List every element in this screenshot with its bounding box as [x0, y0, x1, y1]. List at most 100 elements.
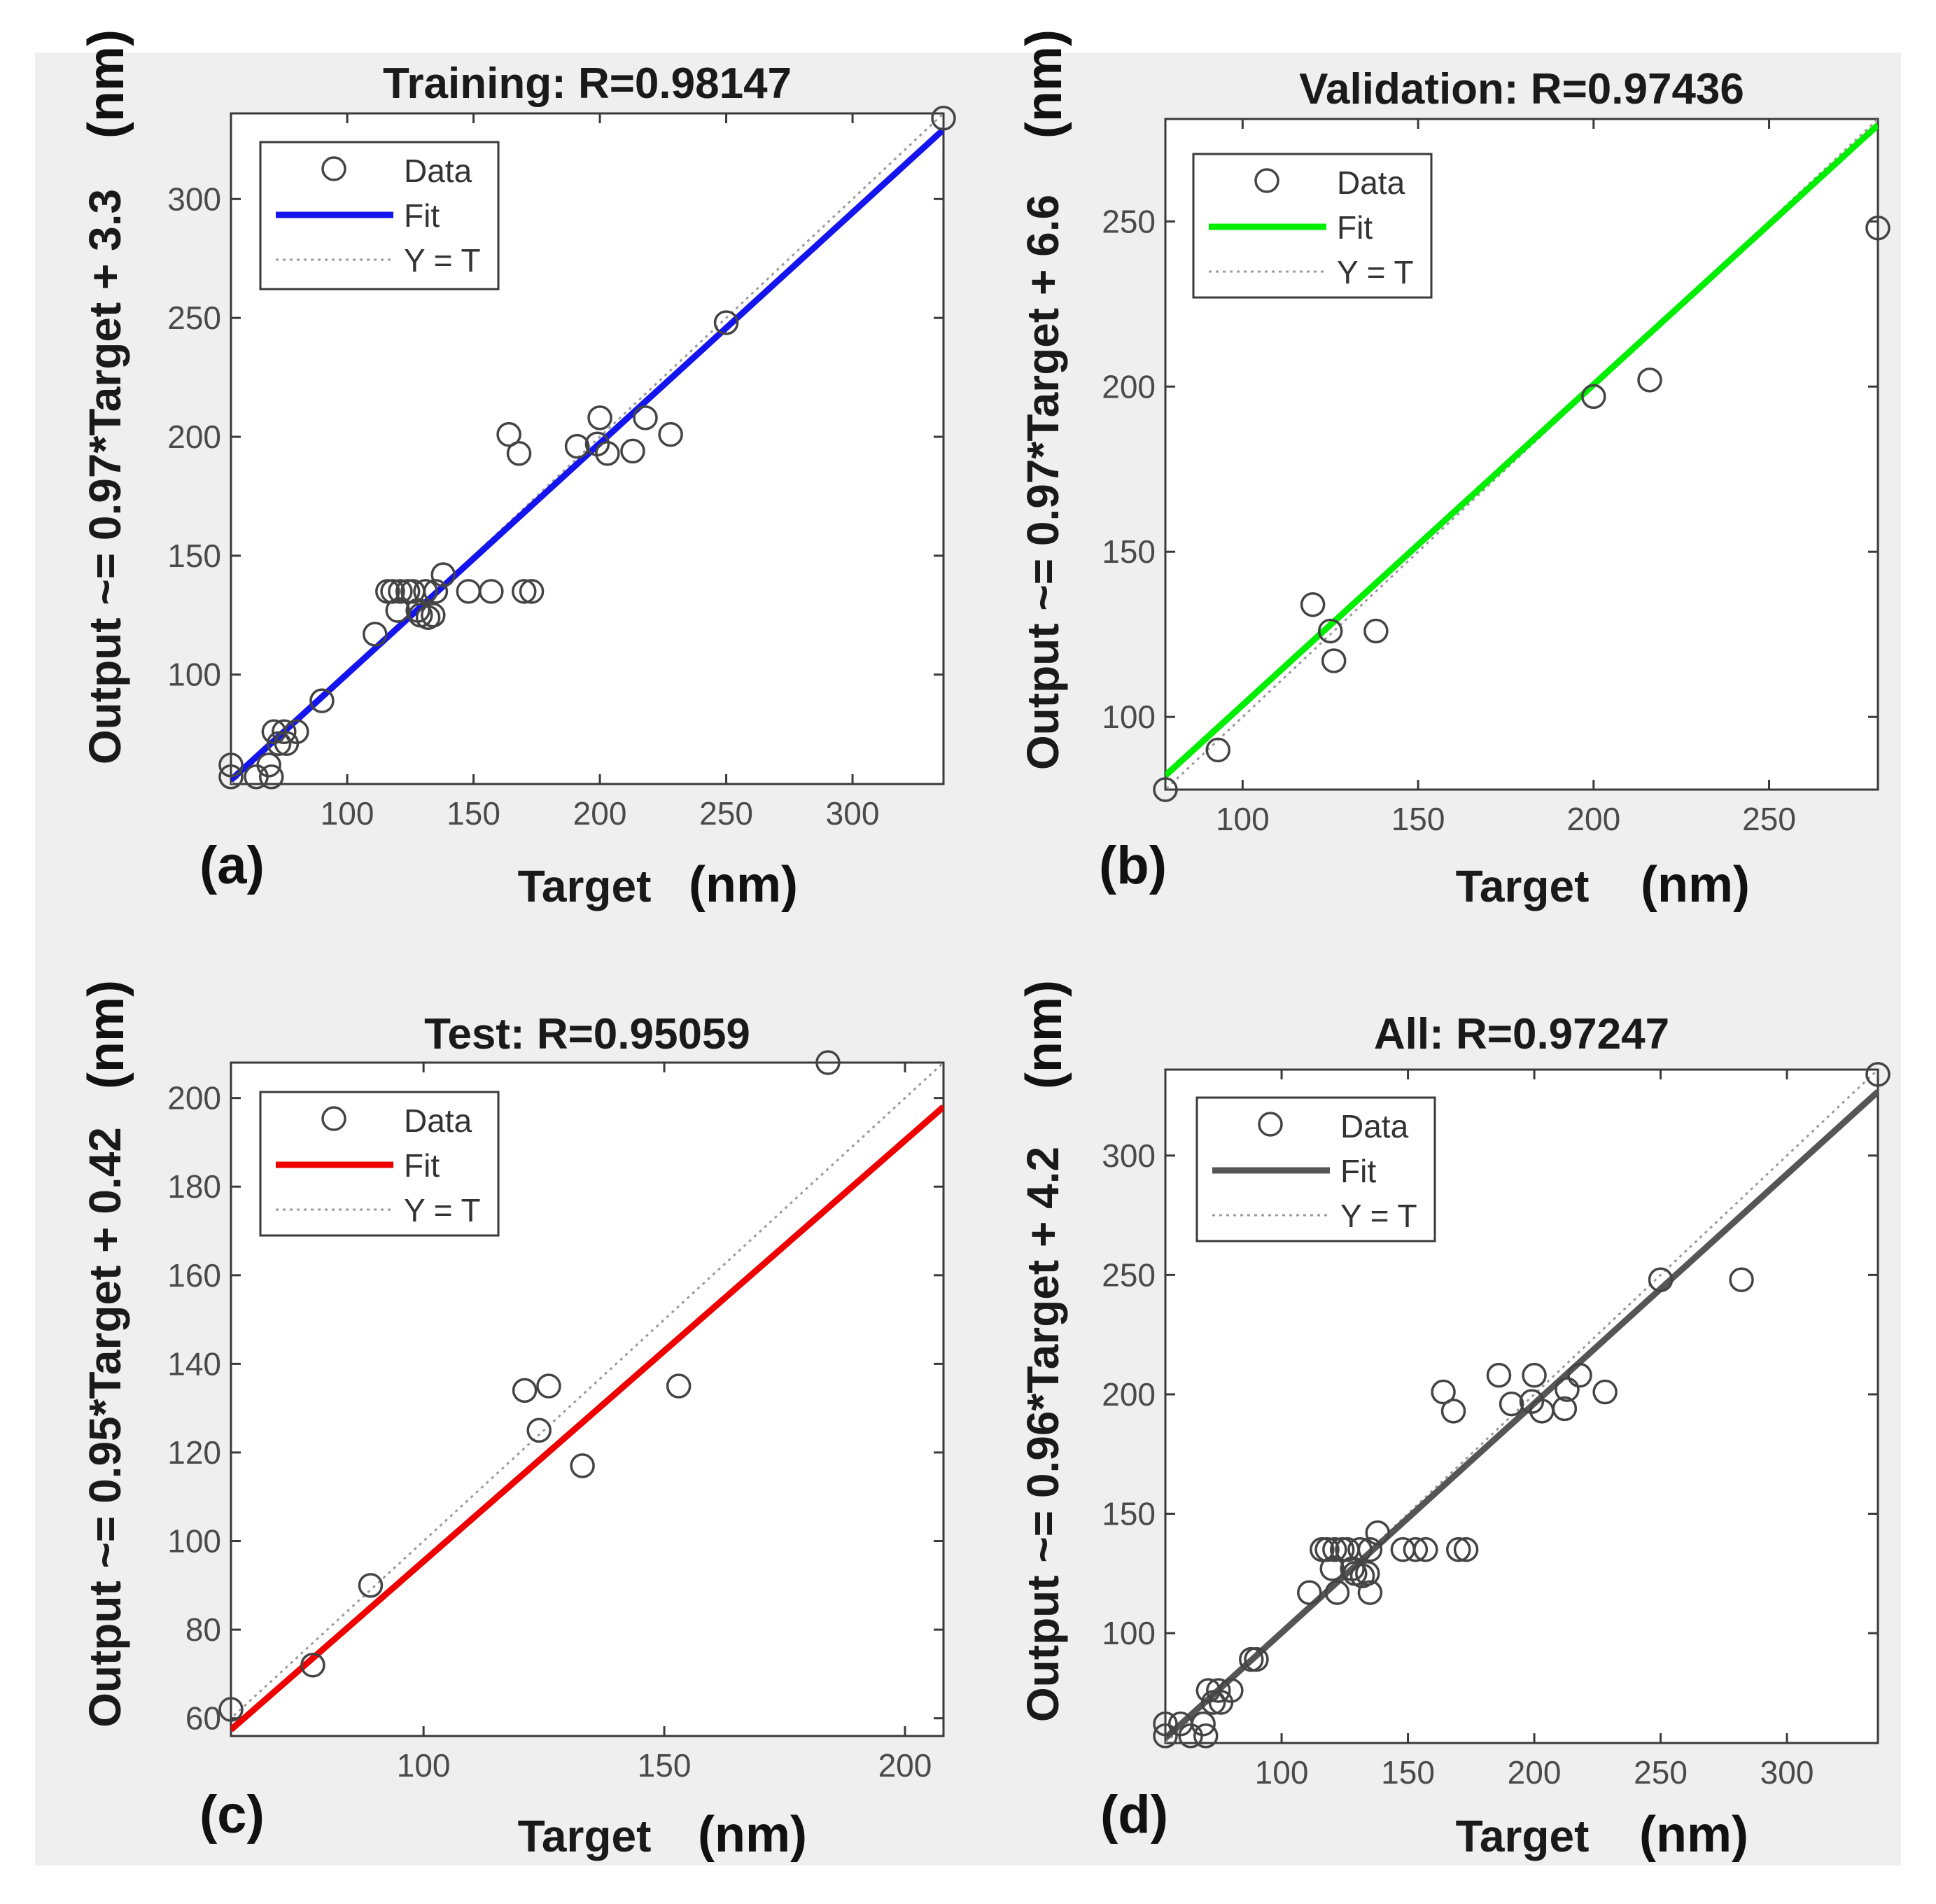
y-tick-label: 120: [167, 1434, 221, 1471]
x-axis-unit: (nm): [698, 1807, 807, 1863]
data-point: [388, 579, 413, 604]
x-tick-label: 100: [1255, 1754, 1309, 1791]
x-tick-label: 150: [447, 795, 500, 832]
data-point: [259, 764, 284, 790]
data-point: [218, 764, 244, 790]
data-point: [1319, 1556, 1345, 1581]
y-tick-label: 300: [167, 181, 221, 217]
data-point: [1637, 368, 1662, 393]
data-point: [421, 603, 446, 628]
y-tick-label: 100: [167, 1523, 221, 1560]
legend-data-label: Data: [1340, 1108, 1409, 1144]
data-point: [1729, 1267, 1754, 1292]
x-tick-label: 200: [573, 795, 627, 832]
x-tick-label: 300: [826, 795, 880, 832]
data-point: [587, 405, 612, 430]
data-point: [1357, 1536, 1383, 1562]
y-tick-label: 300: [1102, 1138, 1156, 1174]
y-tick-label: 200: [1102, 1376, 1156, 1413]
plot-content: [231, 1063, 944, 1732]
data-point: [1357, 1580, 1383, 1605]
x-tick-label: 250: [1634, 1754, 1688, 1791]
y-tick-label: 60: [185, 1700, 221, 1737]
x-axis-label: Target: [518, 1811, 652, 1861]
y-tick-label: 150: [1102, 1496, 1156, 1532]
data-point: [479, 579, 504, 604]
data-point: [1431, 1379, 1456, 1405]
data-point: [620, 438, 645, 464]
chart-title: Test: R=0.95059: [424, 1010, 750, 1058]
x-tick-label: 200: [878, 1747, 932, 1784]
legend-data-label: Data: [404, 1102, 472, 1139]
data-point: [272, 719, 297, 745]
legend-data-marker: [1258, 1112, 1283, 1137]
data-point: [1567, 1362, 1592, 1388]
x-axis-unit: (nm): [1641, 857, 1750, 913]
data-point: [536, 1373, 561, 1399]
legend-fit-label: Fit: [1337, 209, 1373, 246]
data-point: [1552, 1396, 1578, 1422]
data-point: [1322, 1536, 1347, 1562]
chart-title: All: R=0.97247: [1374, 1010, 1669, 1058]
y-tick-label: 140: [167, 1345, 221, 1382]
y-tick-label: 200: [167, 419, 221, 455]
data-point: [363, 622, 388, 647]
y-tick-label: 250: [1102, 203, 1156, 239]
y-tick-label: 180: [167, 1168, 221, 1205]
data-point: [1453, 1536, 1479, 1562]
x-axis-unit: (nm): [689, 857, 798, 913]
legend-data-marker: [321, 156, 346, 181]
data-point: [1522, 1362, 1547, 1388]
data-point: [815, 1050, 841, 1075]
legend-data-marker: [321, 1106, 346, 1131]
data-point: [512, 579, 537, 604]
y-tick-label: 160: [167, 1257, 221, 1294]
identity-line: [231, 113, 944, 784]
y-axis-label: Output ~= 0.96*Target + 4.2: [1018, 1147, 1068, 1722]
y-axis-unit: (nm): [1016, 29, 1072, 139]
y-tick-label: 150: [167, 538, 221, 574]
panel-a: 100 150 200 250 300 100 150 200 250 300 Data Fit Y =…: [78, 29, 956, 913]
data-point: [218, 752, 244, 778]
data-point: [564, 433, 590, 459]
x-tick-label: 300: [1760, 1754, 1814, 1791]
y-axis-unit: (nm): [78, 29, 134, 139]
y-tick-label: 150: [1102, 533, 1156, 570]
data-point: [1297, 1580, 1322, 1605]
y-tick-label: 200: [167, 1080, 221, 1116]
panel-label: (b): [1099, 836, 1167, 895]
data-point: [1200, 1690, 1226, 1715]
data-point: [358, 1573, 384, 1598]
data-point: [512, 1378, 538, 1404]
data-point: [526, 1418, 552, 1443]
identity-line: [1165, 1070, 1878, 1743]
data-point: [1365, 1520, 1390, 1546]
data-point: [1499, 1391, 1524, 1417]
x-tick-label: 100: [1216, 801, 1270, 837]
y-tick-label: 250: [167, 300, 221, 336]
data-point: [595, 441, 620, 466]
chart-title: Training: R=0.98147: [383, 59, 792, 108]
data-point: [1440, 1399, 1466, 1424]
panel-d: 100 150 200 250 300 100 150 200 250 300 Data Fit Y =…: [1016, 980, 1891, 1863]
data-point: [1153, 1711, 1178, 1737]
legend: Data Fit Y = T: [1195, 1096, 1436, 1242]
data-point: [1865, 1062, 1891, 1087]
data-point: [423, 579, 449, 604]
data-point: [1403, 1536, 1429, 1562]
fit-line: [1165, 1089, 1878, 1741]
data-point: [1317, 618, 1343, 644]
data-point: [1244, 1646, 1269, 1672]
data-point: [1363, 618, 1389, 644]
data-point: [430, 562, 456, 587]
legend-data-marker: [1254, 168, 1279, 193]
data-point: [713, 310, 739, 335]
data-point: [1153, 777, 1178, 802]
data-point: [1347, 1536, 1373, 1562]
data-point: [385, 598, 411, 623]
data-point: [1592, 1379, 1618, 1405]
data-point: [931, 106, 956, 131]
data-point: [1153, 1723, 1178, 1749]
data-point: [380, 579, 405, 604]
